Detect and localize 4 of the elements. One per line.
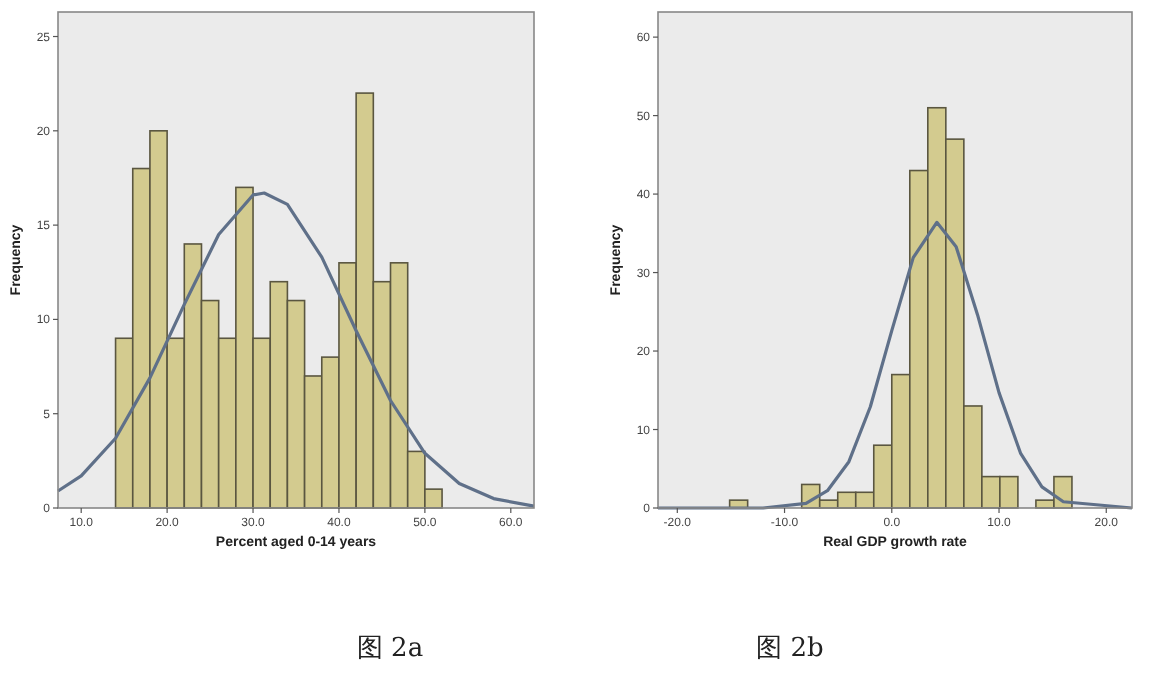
caption: 图 2a <box>356 634 424 664</box>
line-series <box>56 191 536 508</box>
caption: 图 2b <box>756 634 824 664</box>
line-series <box>656 220 1134 510</box>
